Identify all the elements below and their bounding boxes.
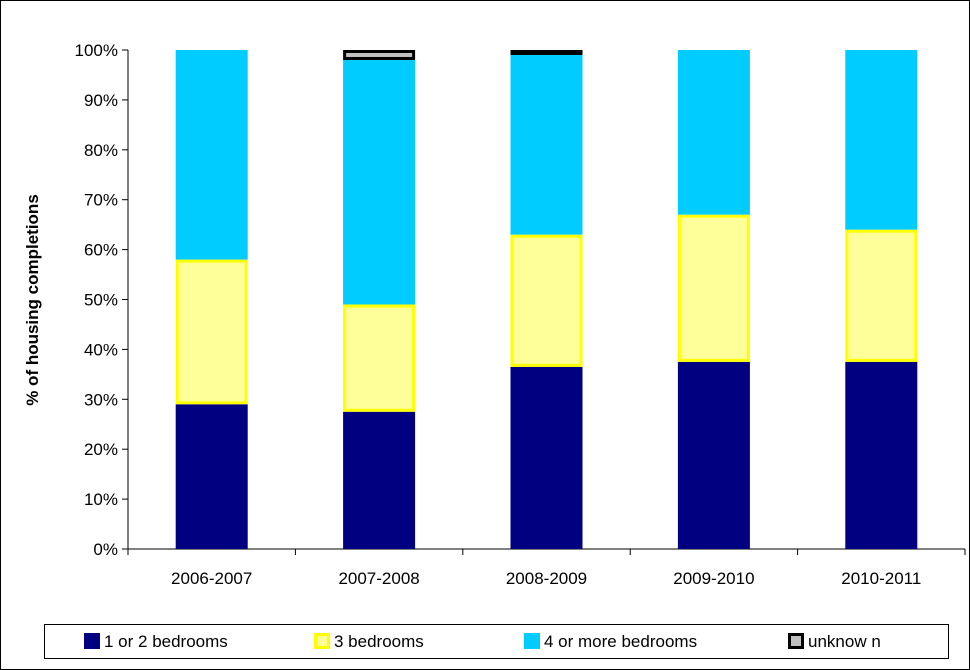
y-tick-label: 10% bbox=[84, 490, 118, 509]
bar-segment bbox=[343, 59, 416, 305]
y-tick-label: 40% bbox=[84, 340, 118, 359]
bar-segment bbox=[845, 50, 918, 230]
bar-segment bbox=[510, 234, 583, 367]
y-tick-label: 80% bbox=[84, 141, 118, 160]
bar-segment bbox=[175, 404, 248, 550]
bar-segment bbox=[510, 50, 583, 55]
legend-label: unknow n bbox=[808, 632, 881, 651]
x-tick-label: 2009-2010 bbox=[673, 569, 754, 588]
bar-segment bbox=[175, 50, 248, 260]
legend-swatch bbox=[788, 633, 804, 649]
x-tick-label: 2010-2011 bbox=[841, 569, 921, 588]
plot-area: 0% 10% 20% 30% 40% 50% 60% 70% 80% 90% 100% 2006-20… bbox=[75, 41, 966, 588]
x-tick-label: 2006-2007 bbox=[171, 569, 252, 588]
y-tick-label: 50% bbox=[84, 291, 118, 310]
legend-label: 3 bedrooms bbox=[334, 632, 424, 651]
y-tick-label: 70% bbox=[84, 191, 118, 210]
bar-segment bbox=[677, 50, 750, 215]
legend-swatch bbox=[84, 633, 100, 649]
bar-segment bbox=[175, 259, 248, 405]
bar-segment bbox=[677, 214, 750, 362]
x-tick-label: 2008-2009 bbox=[506, 569, 587, 588]
bar-segment bbox=[845, 361, 918, 549]
legend-swatch bbox=[314, 633, 330, 649]
legend: 1 or 2 bedrooms 3 bedrooms 4 or more bedro… bbox=[44, 624, 949, 659]
y-tick-label: 100% bbox=[75, 41, 118, 60]
y-tick-label: 60% bbox=[84, 241, 118, 260]
y-axis-label: % of housing completions bbox=[23, 194, 42, 406]
bar-segment bbox=[343, 411, 416, 549]
y-tick-label: 30% bbox=[84, 390, 118, 409]
bar-segment bbox=[343, 50, 416, 60]
bar-segment bbox=[845, 229, 918, 362]
legend-label: 1 or 2 bedrooms bbox=[104, 632, 228, 651]
x-tick-label: 2007-2008 bbox=[338, 569, 419, 588]
bar-segment bbox=[510, 54, 583, 235]
y-tick-label: 0% bbox=[93, 540, 118, 559]
y-tick-label: 20% bbox=[84, 440, 118, 459]
bar-segment bbox=[510, 366, 583, 549]
bar-segment bbox=[343, 304, 416, 412]
legend-swatch bbox=[524, 633, 540, 649]
bar-segment bbox=[677, 361, 750, 549]
y-tick-label: 90% bbox=[84, 91, 118, 110]
legend-label: 4 or more bedrooms bbox=[544, 632, 697, 651]
